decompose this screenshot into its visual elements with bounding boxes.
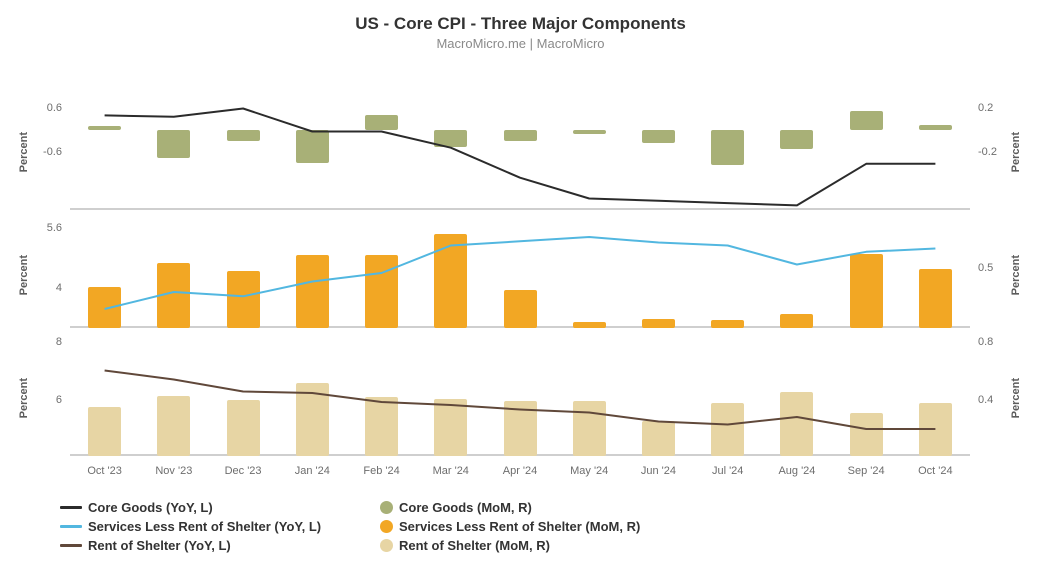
x-category: Oct '23 xyxy=(87,465,122,477)
legend-label: Rent of Shelter (MoM, R) xyxy=(399,538,550,553)
right-tick: -0.2 xyxy=(978,146,1008,158)
x-category: Feb '24 xyxy=(363,465,399,477)
x-category: Aug '24 xyxy=(778,465,815,477)
legend-line-swatch xyxy=(60,506,82,509)
legend-item: Core Goods (MoM, R) xyxy=(380,500,700,515)
x-category: Jul '24 xyxy=(712,465,743,477)
legend-item: Core Goods (YoY, L) xyxy=(60,500,380,515)
left-axis-label: Percent xyxy=(18,255,30,295)
panel-core_goods: PercentPercent0.6-0.60.2-0.2 xyxy=(70,90,970,210)
legend-label: Core Goods (MoM, R) xyxy=(399,500,532,515)
right-tick: 0.8 xyxy=(978,336,1008,348)
left-axis-label: Percent xyxy=(18,132,30,172)
chart-legend: Core Goods (YoY, L) Core Goods (MoM, R) Se… xyxy=(60,500,1010,553)
x-category: Oct '24 xyxy=(918,465,953,477)
left-tick: 6 xyxy=(32,394,62,406)
legend-item: Rent of Shelter (MoM, R) xyxy=(380,538,700,553)
x-axis: Oct '23 Nov '23 Dec '23 Jan '24 Feb '24 Mar '… xyxy=(70,465,970,485)
line-series xyxy=(105,371,936,430)
legend-dot-swatch xyxy=(380,539,393,552)
legend-item: Rent of Shelter (YoY, L) xyxy=(60,538,380,553)
chart-subtitle: MacroMicro.me | MacroMicro xyxy=(0,34,1041,51)
legend-line-swatch xyxy=(60,544,82,547)
right-tick: 0.4 xyxy=(978,394,1008,406)
right-tick: 0.2 xyxy=(978,102,1008,114)
right-axis-label: Percent xyxy=(1010,378,1022,418)
x-category: Dec '23 xyxy=(225,465,262,477)
left-axis-label: Percent xyxy=(18,378,30,418)
left-tick: -0.6 xyxy=(32,146,62,158)
right-tick: 0.5 xyxy=(978,262,1008,274)
panel-services_less_rent: PercentPercent5.640.5 xyxy=(70,218,970,328)
legend-line-swatch xyxy=(60,525,82,528)
left-tick: 4 xyxy=(32,282,62,294)
x-category: Sep '24 xyxy=(848,465,885,477)
line-series xyxy=(105,237,936,309)
right-axis-label: Percent xyxy=(1010,255,1022,295)
legend-label: Rent of Shelter (YoY, L) xyxy=(88,538,231,553)
left-tick: 8 xyxy=(32,336,62,348)
legend-label: Services Less Rent of Shelter (MoM, R) xyxy=(399,519,640,534)
panel-rent_of_shelter: PercentPercent860.80.4 xyxy=(70,336,970,456)
x-category: Jun '24 xyxy=(641,465,676,477)
x-category: May '24 xyxy=(570,465,608,477)
legend-item: Services Less Rent of Shelter (YoY, L) xyxy=(60,519,380,534)
legend-dot-swatch xyxy=(380,501,393,514)
legend-label: Core Goods (YoY, L) xyxy=(88,500,213,515)
left-tick: 5.6 xyxy=(32,222,62,234)
right-axis-label: Percent xyxy=(1010,132,1022,172)
x-category: Apr '24 xyxy=(503,465,538,477)
x-category: Jan '24 xyxy=(295,465,330,477)
legend-dot-swatch xyxy=(380,520,393,533)
x-category: Mar '24 xyxy=(433,465,469,477)
legend-item: Services Less Rent of Shelter (MoM, R) xyxy=(380,519,700,534)
chart-title: US - Core CPI - Three Major Components xyxy=(0,0,1041,34)
legend-label: Services Less Rent of Shelter (YoY, L) xyxy=(88,519,321,534)
left-tick: 0.6 xyxy=(32,102,62,114)
x-category: Nov '23 xyxy=(155,465,192,477)
chart-plot-area: PercentPercent0.6-0.60.2-0.2PercentPerce… xyxy=(70,90,970,460)
line-series xyxy=(105,109,936,206)
